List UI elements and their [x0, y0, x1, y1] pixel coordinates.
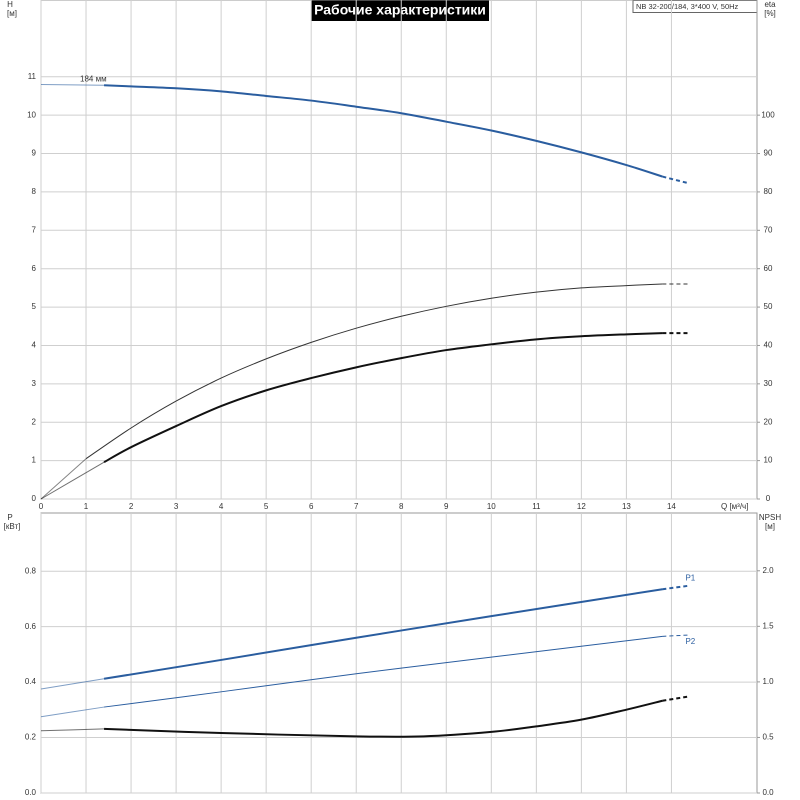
y2-tick-label: 0	[766, 494, 771, 503]
y-tick-label: 6	[32, 264, 37, 273]
plot-frame	[40, 0, 758, 500]
x-tick-label: 6	[309, 502, 314, 511]
title-box	[311, 0, 489, 21]
x-tick-label: 1	[84, 502, 89, 511]
y2-tick-label: 20	[764, 417, 773, 426]
y-tick-label: 9	[32, 149, 37, 158]
curve-extension	[662, 695, 690, 702]
y2-tick-label: 90	[764, 149, 773, 158]
x-tick-label: 0	[39, 502, 44, 511]
curve	[104, 699, 663, 738]
y-tick-label: 7	[32, 225, 37, 234]
x-tick-label: 9	[444, 502, 449, 511]
x-tick-label: 2	[129, 502, 134, 511]
y2-tick-label: 40	[764, 341, 773, 350]
x-tick-label: 14	[667, 502, 676, 511]
y-tick-label: 8	[32, 187, 37, 196]
y2-tick-label: 100	[761, 110, 775, 119]
x-tick-label: 4	[219, 502, 224, 511]
y2-tick-label: 80	[764, 187, 773, 196]
series-label: P1	[685, 574, 695, 583]
y2-tick-label: 10	[764, 456, 773, 465]
y2-tick-label: 1.5	[762, 621, 774, 630]
x-tick-label: 10	[487, 502, 496, 511]
x-axis-label: Q [м³/ч]	[721, 502, 748, 511]
x-tick-label: 3	[174, 502, 179, 511]
y2-axis-unit: [%]	[764, 9, 776, 18]
y-tick-label: 5	[32, 302, 37, 311]
curve	[103, 588, 663, 680]
y-tick-label: 0.8	[25, 566, 37, 575]
y2-tick-label: 2.0	[762, 566, 774, 575]
y2-axis-label: NPSH	[759, 513, 781, 522]
curve	[85, 283, 663, 460]
curve-start	[40, 461, 105, 500]
chart-title: Рабочие характеристики	[314, 2, 486, 18]
curve-extension	[662, 634, 690, 637]
y2-tick-label: 1.0	[762, 677, 774, 686]
y2-axis-label: eta	[764, 0, 776, 9]
curve-start	[40, 678, 105, 690]
y-tick-label: 0.0	[25, 788, 37, 797]
curve-extension	[662, 175, 690, 185]
chart-subtitle: NB 32-200/184, 3*400 V, 50Hz	[636, 2, 739, 11]
y-tick-label: 1	[32, 456, 37, 465]
x-tick-label: 11	[532, 502, 541, 511]
series-label: P2	[685, 637, 695, 646]
curve-start	[40, 458, 87, 500]
curve	[103, 332, 663, 464]
plot-frame	[40, 512, 758, 794]
y-tick-label: 4	[32, 341, 37, 350]
x-tick-label: 5	[264, 502, 269, 511]
y2-tick-label: 70	[764, 225, 773, 234]
y2-tick-label: 0.5	[762, 733, 774, 742]
curve-start	[40, 706, 105, 718]
y-tick-label: 3	[32, 379, 37, 388]
y2-tick-label: 30	[764, 379, 773, 388]
y-tick-label: 0.6	[25, 622, 37, 631]
y-axis-label: H	[7, 0, 13, 9]
curve	[104, 84, 663, 178]
y-tick-label: 10	[27, 110, 36, 119]
y-tick-label: 0.4	[25, 677, 37, 686]
y-tick-label: 0.2	[25, 733, 37, 742]
annotation: 184 мм	[80, 74, 107, 83]
curve	[103, 635, 663, 708]
curve-start	[40, 83, 105, 86]
y2-tick-label: 50	[764, 302, 773, 311]
x-tick-label: 8	[399, 502, 404, 511]
y2-tick-label: 60	[764, 264, 773, 273]
y2-axis-unit: [м]	[765, 522, 775, 531]
x-tick-label: 13	[622, 502, 631, 511]
y-tick-label: 0	[32, 494, 37, 503]
y-tick-label: 11	[28, 72, 37, 81]
x-tick-label: 12	[577, 502, 586, 511]
curve-start	[40, 728, 105, 732]
y-axis-label: P	[7, 513, 12, 522]
x-tick-label: 7	[354, 502, 359, 511]
curve-extension	[662, 584, 690, 591]
y-axis-unit: [кВт]	[4, 522, 21, 531]
y2-tick-label: 0.0	[762, 788, 774, 797]
y-axis-unit: [м]	[7, 9, 17, 18]
y-tick-label: 2	[32, 417, 37, 426]
